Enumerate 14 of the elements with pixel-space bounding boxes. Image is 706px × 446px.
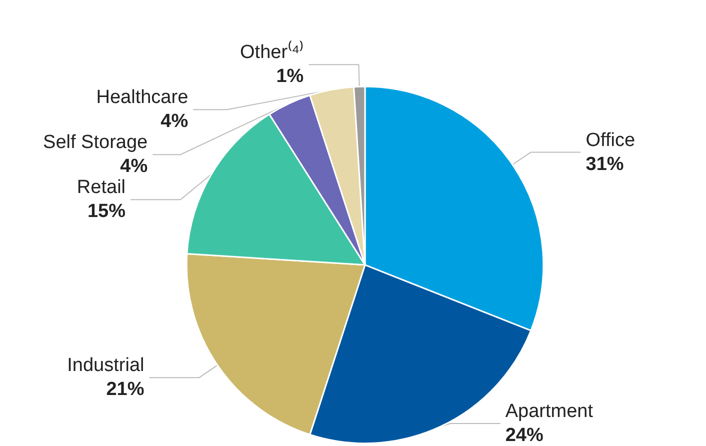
slice-label: Office: [586, 130, 636, 151]
data-label: 24%: [505, 425, 544, 446]
slice-label: Apartment: [505, 401, 594, 422]
slice-label: Retail: [76, 177, 126, 198]
slice-label: Self Storage: [43, 132, 148, 154]
data-label: 21%: [106, 379, 144, 400]
data-label: 4%: [120, 156, 148, 178]
slice-label: Other⁽⁴⁾: [240, 40, 304, 64]
data-label: 1%: [276, 66, 304, 88]
data-label: 4%: [160, 111, 188, 132]
slice-label: Industrial: [67, 355, 144, 376]
slice-label: Healthcare: [96, 87, 188, 108]
data-label: 31%: [586, 154, 624, 175]
data-label: 15%: [87, 201, 126, 222]
